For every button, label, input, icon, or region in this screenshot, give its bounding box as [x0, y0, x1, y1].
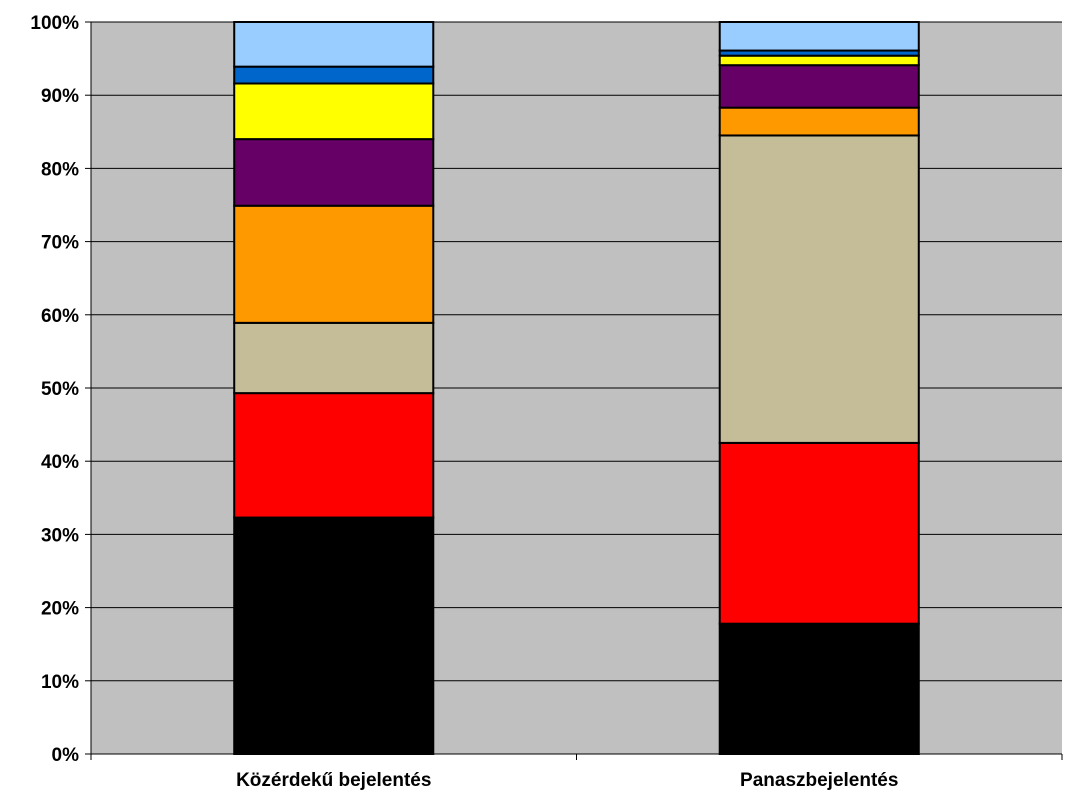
x-category-labels: Közérdekű bejelentés Panaszbejelentés — [236, 770, 898, 791]
bar-segment — [233, 138, 435, 207]
y-tick-label: 70% — [41, 233, 79, 254]
y-tick-labels: 0% 10% 20% 30% 40% 50% 60% 70% 80% 90% 100% — [30, 13, 79, 766]
bar-segment — [718, 134, 920, 444]
bar-segment — [233, 65, 435, 85]
x-category-label: Panaszbejelentés — [740, 770, 898, 791]
y-tick-label: 90% — [41, 86, 79, 107]
axes — [85, 21, 1063, 760]
bar-segment — [233, 392, 435, 519]
y-tick-label: 20% — [41, 599, 79, 620]
bar-segment — [233, 204, 435, 324]
bar-segment — [718, 106, 920, 137]
bar-segment — [233, 82, 435, 141]
y-tick-label: 30% — [41, 525, 79, 546]
bar-segment — [718, 622, 920, 755]
y-tick-label: 10% — [41, 672, 79, 693]
bar-segment — [233, 21, 435, 68]
y-tick-label: 60% — [41, 306, 79, 327]
bars — [233, 21, 920, 756]
bar-segment — [718, 441, 920, 625]
bar-segment — [233, 321, 435, 395]
y-tick-label: 100% — [30, 13, 79, 34]
bar-segment — [233, 516, 435, 756]
y-tick-label: 50% — [41, 379, 79, 400]
bar-segment — [718, 21, 920, 52]
bar-segment — [718, 64, 920, 109]
y-tick-label: 40% — [41, 452, 79, 473]
y-tick-label: 0% — [52, 745, 80, 766]
y-tick-label: 80% — [41, 159, 79, 180]
x-category-label: Közérdekű bejelentés — [236, 770, 431, 791]
bar-segment — [718, 54, 920, 67]
